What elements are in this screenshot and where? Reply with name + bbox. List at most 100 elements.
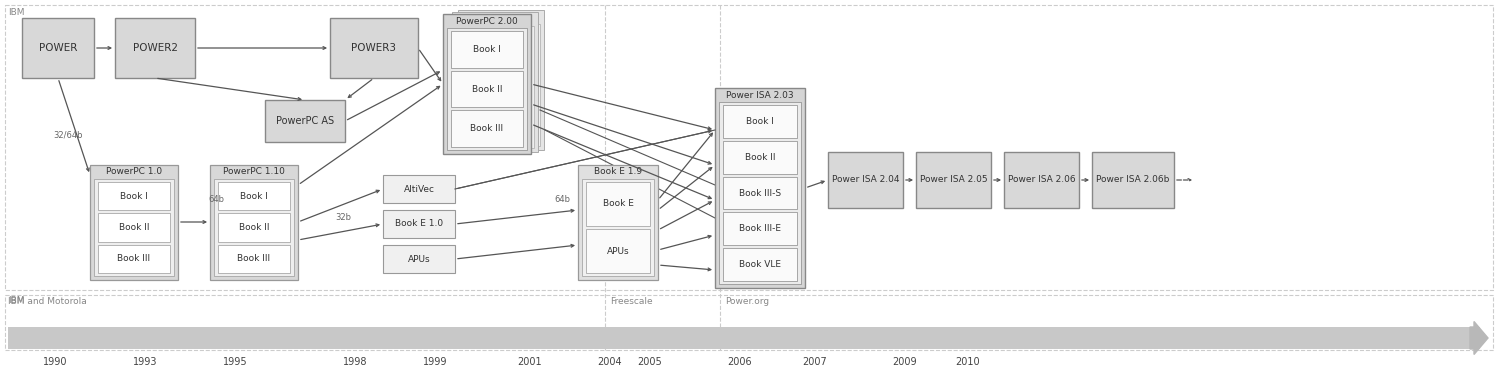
Text: PowerPC 2.00: PowerPC 2.00 xyxy=(456,16,518,26)
Text: 1999: 1999 xyxy=(423,357,447,367)
Text: .01: .01 xyxy=(489,15,501,23)
Text: 2009: 2009 xyxy=(892,357,918,367)
Text: Book E 1.9: Book E 1.9 xyxy=(594,167,642,176)
Text: Book III: Book III xyxy=(117,254,150,263)
Text: Book III: Book III xyxy=(471,124,504,133)
Bar xyxy=(458,10,544,150)
Bar xyxy=(210,165,298,280)
Bar xyxy=(460,69,530,105)
Bar xyxy=(442,14,531,154)
Bar xyxy=(382,175,454,203)
Bar xyxy=(452,12,538,152)
Text: Book I: Book I xyxy=(472,45,501,54)
Text: APUs: APUs xyxy=(408,254,430,263)
Text: Power ISA 2.05: Power ISA 2.05 xyxy=(920,176,987,185)
Bar xyxy=(723,212,797,245)
Bar xyxy=(98,245,170,273)
Bar xyxy=(466,67,536,103)
Bar xyxy=(723,105,797,138)
Text: Book II: Book II xyxy=(744,153,776,162)
Bar xyxy=(716,88,806,288)
Bar xyxy=(98,213,170,242)
Bar xyxy=(217,182,290,210)
Text: POWER: POWER xyxy=(39,43,76,53)
Bar xyxy=(116,18,195,78)
Text: Book I: Book I xyxy=(240,192,268,201)
Text: 32/64b: 32/64b xyxy=(54,131,82,140)
Text: Book E: Book E xyxy=(603,199,633,208)
Bar xyxy=(98,182,170,210)
Text: IBM: IBM xyxy=(8,296,24,305)
Text: IBM and Motorola: IBM and Motorola xyxy=(8,297,87,306)
Bar xyxy=(456,26,534,148)
Bar xyxy=(382,210,454,238)
Bar xyxy=(462,24,540,146)
Bar xyxy=(586,182,650,226)
Bar xyxy=(90,165,178,280)
Text: APUs: APUs xyxy=(606,247,630,256)
Bar xyxy=(330,18,419,78)
Text: Freescale: Freescale xyxy=(610,297,652,306)
Text: 1998: 1998 xyxy=(342,357,368,367)
Bar xyxy=(828,152,903,208)
Bar xyxy=(22,18,94,78)
Text: Book III-S: Book III-S xyxy=(740,189,782,198)
Bar xyxy=(217,213,290,242)
Bar xyxy=(1004,152,1078,208)
Bar xyxy=(452,71,524,108)
Bar xyxy=(266,100,345,142)
Text: Power ISA 2.03: Power ISA 2.03 xyxy=(726,90,794,99)
Text: Book III: Book III xyxy=(237,254,270,263)
Text: Book I: Book I xyxy=(746,117,774,126)
Text: 2006: 2006 xyxy=(728,357,753,367)
Text: 32b: 32b xyxy=(334,214,351,222)
Bar xyxy=(4,5,1492,290)
Text: Book III-E: Book III-E xyxy=(740,224,782,233)
Bar xyxy=(382,245,454,273)
Bar xyxy=(4,295,1492,350)
Bar xyxy=(723,141,797,174)
Bar xyxy=(466,27,536,64)
Bar xyxy=(1092,152,1174,208)
Text: POWER3: POWER3 xyxy=(351,43,396,53)
Text: PowerPC 1.0: PowerPC 1.0 xyxy=(106,167,162,176)
Bar xyxy=(452,110,524,147)
Text: PowerPC AS: PowerPC AS xyxy=(276,116,334,126)
Text: Power ISA 2.06: Power ISA 2.06 xyxy=(1008,176,1076,185)
Text: Book I: Book I xyxy=(120,192,148,201)
Text: 2004: 2004 xyxy=(597,357,622,367)
Bar xyxy=(214,179,294,276)
Text: Book II: Book II xyxy=(118,223,148,232)
Text: 1993: 1993 xyxy=(132,357,158,367)
Bar xyxy=(466,106,536,143)
Bar xyxy=(578,165,658,280)
Bar xyxy=(723,177,797,209)
Bar xyxy=(718,102,801,284)
Bar xyxy=(586,229,650,273)
Bar xyxy=(94,179,174,276)
Text: Book II: Book II xyxy=(238,223,270,232)
Text: 2005: 2005 xyxy=(638,357,663,367)
Text: 1995: 1995 xyxy=(222,357,248,367)
Text: Power ISA 2.06b: Power ISA 2.06b xyxy=(1096,176,1170,185)
Bar xyxy=(452,31,524,68)
Text: 64b: 64b xyxy=(209,196,224,205)
Text: PowerPC 1.10: PowerPC 1.10 xyxy=(224,167,285,176)
Text: Power.org: Power.org xyxy=(724,297,770,306)
Text: Power ISA 2.04: Power ISA 2.04 xyxy=(831,176,900,185)
Bar xyxy=(723,248,797,281)
Text: 64b: 64b xyxy=(554,196,570,205)
Bar xyxy=(8,327,1480,349)
Text: .02: .02 xyxy=(495,13,507,22)
Bar xyxy=(582,179,654,276)
Bar xyxy=(460,108,530,145)
Text: 2010: 2010 xyxy=(956,357,981,367)
Text: 1990: 1990 xyxy=(42,357,68,367)
Text: 2001: 2001 xyxy=(518,357,543,367)
Text: Book II: Book II xyxy=(471,84,502,93)
Text: Book E 1.0: Book E 1.0 xyxy=(394,219,442,228)
Bar xyxy=(217,245,290,273)
FancyArrow shape xyxy=(1470,321,1488,355)
Bar xyxy=(447,28,526,150)
Text: Book VLE: Book VLE xyxy=(740,260,782,269)
